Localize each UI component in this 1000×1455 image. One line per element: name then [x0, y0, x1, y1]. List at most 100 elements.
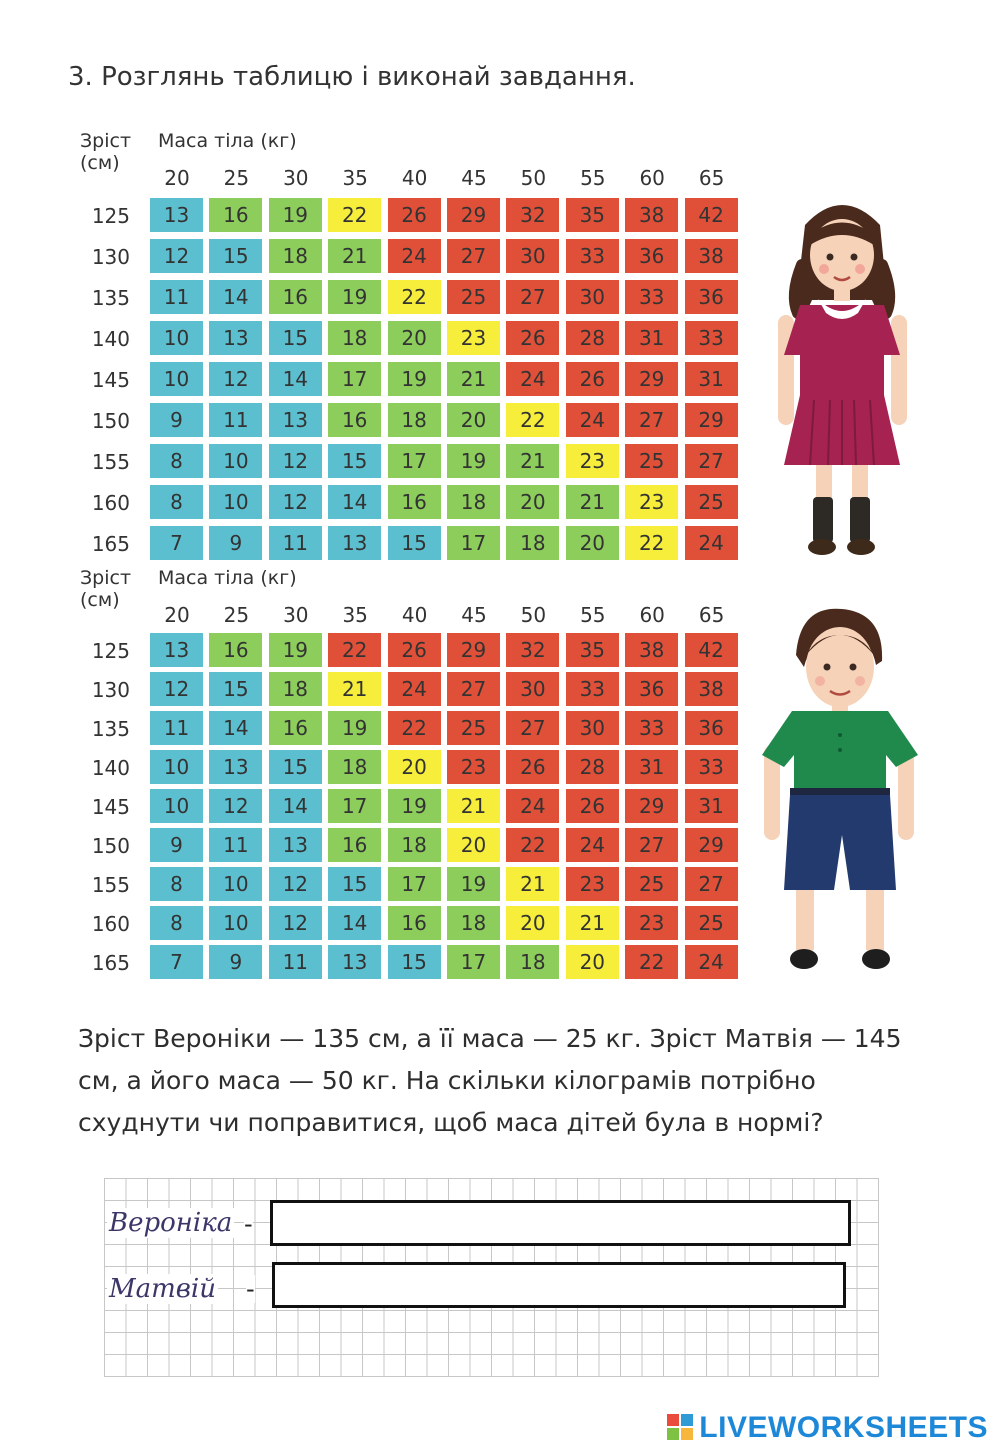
table-cell: 8 — [150, 867, 203, 901]
table-cell: 8 — [150, 485, 203, 519]
row-header: 145 — [91, 795, 130, 819]
table-cell: 7 — [150, 945, 203, 979]
table-cell: 11 — [150, 711, 203, 745]
row-header: 135 — [91, 286, 130, 310]
table-cell: 29 — [447, 198, 500, 232]
table-cell: 20 — [387, 750, 441, 784]
table-cell: 16 — [387, 485, 441, 519]
table-cell: 13 — [268, 403, 322, 437]
column-header: 20 — [164, 603, 190, 627]
table-cell: 33 — [565, 672, 619, 706]
table-cell: 27 — [447, 672, 500, 706]
column-header: 60 — [639, 166, 665, 190]
table-cell: 29 — [625, 789, 679, 823]
table-cell: 31 — [684, 789, 738, 823]
table-cell: 12 — [268, 906, 322, 940]
table-cell: 9 — [209, 945, 263, 979]
table-cell: 19 — [447, 867, 500, 901]
table-cell: 31 — [625, 321, 679, 355]
table-cell: 18 — [387, 403, 441, 437]
table-cell: 42 — [684, 633, 738, 667]
table-cell: 21 — [506, 444, 560, 478]
table-cell: 20 — [506, 485, 560, 519]
table-cell: 25 — [625, 867, 679, 901]
table-cell: 10 — [209, 444, 263, 478]
table-cell: 12 — [209, 789, 263, 823]
table-cell: 17 — [387, 444, 441, 478]
table-cell: 9 — [150, 403, 203, 437]
table-cell: 33 — [625, 280, 679, 314]
table-cell: 25 — [684, 906, 738, 940]
row-header: 125 — [91, 639, 130, 663]
column-header: 35 — [342, 166, 368, 190]
table-cell: 24 — [387, 239, 441, 273]
table-cell: 36 — [684, 280, 738, 314]
table-cell: 27 — [625, 403, 679, 437]
table-cell: 19 — [387, 362, 441, 396]
table-cell: 12 — [150, 672, 203, 706]
table-cell: 10 — [150, 321, 203, 355]
table-cell: 26 — [506, 750, 560, 784]
table-cell: 13 — [209, 750, 263, 784]
table-cell: 30 — [506, 239, 560, 273]
girl-illustration — [778, 205, 907, 555]
column-header: 50 — [520, 166, 547, 190]
table-cell: 14 — [209, 711, 263, 745]
table-cell: 18 — [447, 906, 500, 940]
table-cell: 36 — [625, 239, 679, 273]
table-cell: 19 — [387, 789, 441, 823]
row-header: 140 — [91, 327, 130, 351]
table-cell: 42 — [684, 198, 738, 232]
table-cell: 12 — [268, 867, 322, 901]
table-cell: 21 — [565, 485, 619, 519]
table-cell: 33 — [625, 711, 679, 745]
table-cell: 8 — [150, 906, 203, 940]
table-cell: 13 — [150, 633, 203, 667]
table-cell: 9 — [150, 828, 203, 862]
row-header: 140 — [91, 756, 130, 780]
table-cell: 14 — [328, 906, 382, 940]
table-cell: 10 — [209, 906, 263, 940]
table-cell: 22 — [506, 828, 560, 862]
column-header: 50 — [520, 603, 547, 627]
table-cell: 14 — [268, 362, 322, 396]
table-cell: 11 — [209, 403, 263, 437]
table-cell: 14 — [268, 789, 322, 823]
table-cell: 15 — [328, 444, 382, 478]
column-header: 40 — [401, 166, 428, 190]
liveworksheets-logo: LIVEWORKSHEETS — [667, 1408, 988, 1448]
table-cell: 28 — [565, 321, 619, 355]
column-header: 65 — [698, 603, 725, 627]
table-cell: 30 — [565, 711, 619, 745]
liveworksheets-logo-text: LIVEWORKSHEETS — [699, 1411, 988, 1444]
table-cell: 10 — [209, 485, 263, 519]
table-cell: 24 — [565, 828, 619, 862]
table-cell: 23 — [625, 485, 679, 519]
answer-input-matvii[interactable] — [272, 1262, 846, 1308]
table-cell: 16 — [209, 198, 263, 232]
table-cell: 22 — [387, 711, 441, 745]
table-cell: 26 — [387, 198, 441, 232]
column-header: 30 — [283, 166, 309, 190]
column-header: 60 — [639, 603, 665, 627]
column-header: 20 — [164, 166, 190, 190]
table-cell: 38 — [684, 239, 738, 273]
bmi-table-girls: Зріст (см) Маса тіла (кг) 20 25 30 35 40 45 50 55… — [70, 122, 750, 562]
table-cell: 21 — [447, 789, 500, 823]
table-cell: 12 — [268, 485, 322, 519]
boy-illustration — [762, 608, 918, 969]
row-header: 165 — [91, 951, 130, 975]
table-cell: 10 — [150, 362, 203, 396]
table-cell: 21 — [565, 906, 619, 940]
table-cell: 22 — [506, 403, 560, 437]
answer-input-veronika[interactable] — [270, 1200, 851, 1246]
table-cell: 20 — [447, 828, 500, 862]
row-header: 145 — [91, 368, 130, 392]
table-cell: 32 — [506, 198, 560, 232]
table-cell: 25 — [447, 280, 500, 314]
table-cell: 29 — [684, 403, 738, 437]
table-cell: 30 — [506, 672, 560, 706]
column-header: 30 — [283, 603, 309, 627]
table-cell: 12 — [209, 362, 263, 396]
table-cell: 25 — [447, 711, 500, 745]
